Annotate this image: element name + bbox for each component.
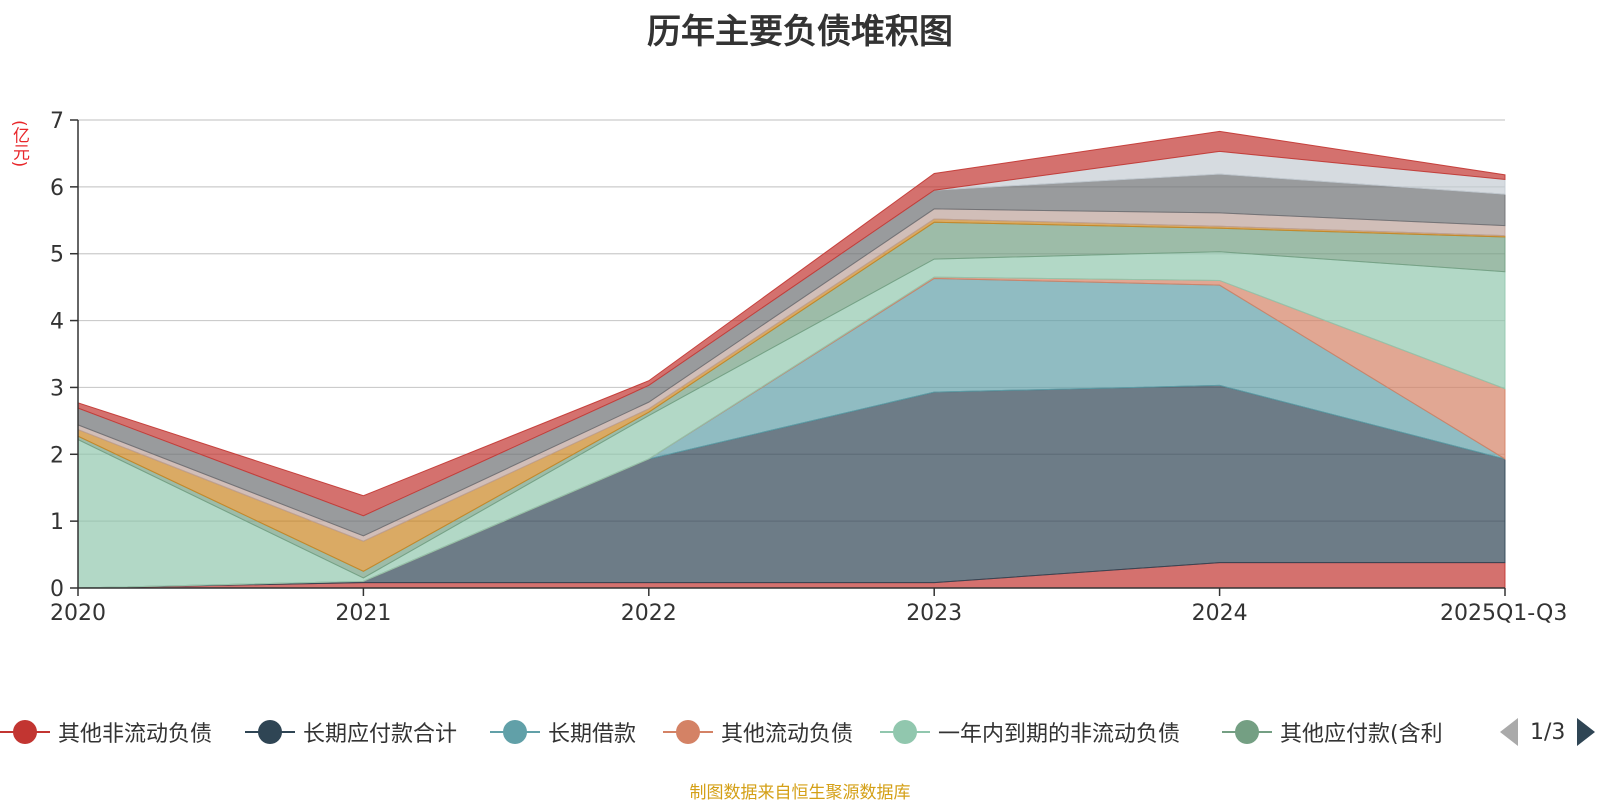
legend-label: 一年内到期的非流动负债 [938, 722, 1181, 747]
legend-marker-icon [0, 712, 50, 752]
legend-item[interactable]: 其他应付款(含利 [1222, 712, 1443, 752]
legend-label: 其他非流动负债 [58, 722, 213, 747]
y-axis-unit-label: (亿元) [9, 120, 29, 168]
legend-marker-icon [490, 712, 540, 752]
legend: 其他非流动负债 长期应付款合计 长期借款 其他流动负债 一年内到期的非流动负债 其他应付款… [0, 712, 1600, 752]
legend-label: 长期借款 [548, 722, 637, 747]
legend-item[interactable]: 其他流动负债 [663, 712, 853, 752]
legend-marker-icon [245, 712, 295, 752]
legend-item[interactable]: 长期应付款合计 [245, 712, 457, 752]
x-tick-label: 2025Q1-Q3 [1440, 601, 1567, 626]
legend-pager: 1/3 [1500, 712, 1596, 752]
legend-page-indicator: 1/3 [1530, 719, 1566, 745]
chart-title: 历年主要负债堆积图 [647, 12, 953, 52]
x-tick-label: 2023 [906, 601, 962, 626]
area-series [77, 130, 1506, 589]
legend-label: 长期应付款合计 [303, 722, 458, 747]
source-note: 制图数据来自恒生聚源数据库 [689, 783, 911, 803]
x-tick-label: 2020 [50, 601, 106, 626]
x-tick-label: 2024 [1192, 601, 1248, 626]
y-tick-label: 4 [50, 310, 64, 335]
x-tick-label: 2022 [621, 601, 677, 626]
x-tick-label: 2021 [335, 601, 391, 626]
legend-marker-icon [880, 712, 930, 752]
y-tick-label: 6 [50, 176, 64, 201]
legend-item[interactable]: 一年内到期的非流动负债 [880, 712, 1180, 752]
y-tick-label: 1 [50, 510, 64, 535]
legend-label: 其他应付款(含利 [1280, 722, 1443, 747]
legend-item[interactable]: 其他非流动负债 [0, 712, 212, 752]
y-tick-label: 0 [50, 577, 64, 602]
legend-prev-page-icon[interactable] [1500, 718, 1518, 746]
legend-label: 其他流动负债 [721, 722, 854, 747]
legend-marker-icon [1222, 712, 1272, 752]
y-tick-label: 5 [50, 243, 64, 268]
y-tick-label: 3 [50, 376, 64, 401]
legend-next-page-icon[interactable] [1577, 718, 1596, 746]
axes: 0 1 2 3 4 5 6 7 2020 2021 2022 2023 2024 2025Q1-Q3 [50, 109, 1567, 626]
y-tick-label: 7 [50, 109, 64, 134]
stacked-area-chart: 0 1 2 3 4 5 6 7 2020 2021 2022 2023 2024 2025Q1-Q3 [50, 109, 1567, 626]
legend-marker-icon [663, 712, 713, 752]
y-tick-label: 2 [50, 443, 64, 468]
area-series-11[interactable] [77, 130, 1506, 517]
legend-item[interactable]: 长期借款 [490, 712, 636, 752]
